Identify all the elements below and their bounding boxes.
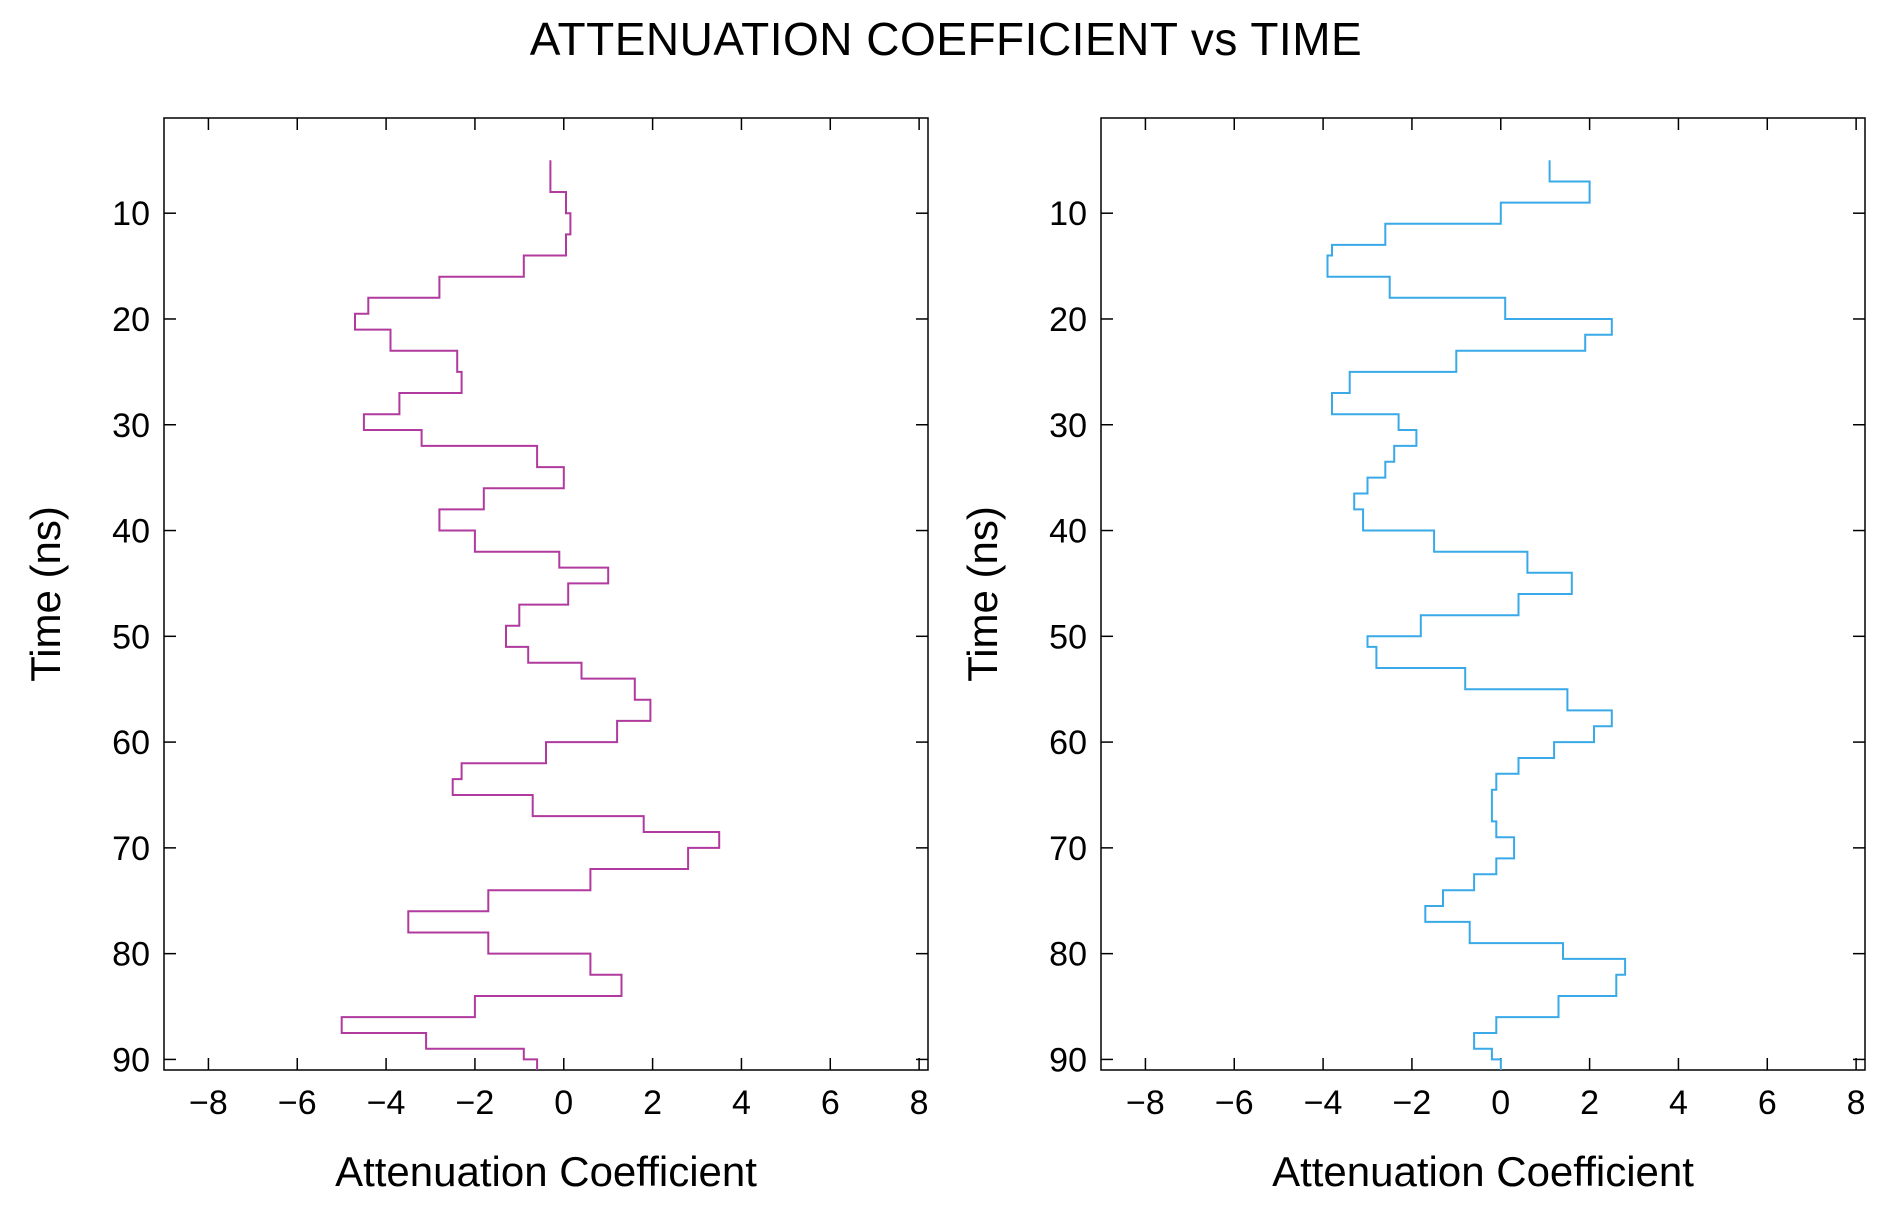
right-ytick-label: 60 (1049, 724, 1087, 762)
left-xtick-label: −8 (189, 1084, 228, 1122)
left-y-axis-label: Time (ns) (22, 506, 69, 682)
left-xtick-label: −4 (367, 1084, 406, 1122)
right-series-line (1326, 160, 1627, 1070)
right-xtick-label: −4 (1304, 1084, 1343, 1122)
right-ytick-label: 40 (1049, 513, 1087, 551)
left-x-axis-label: Attenuation Coefficient (335, 1148, 757, 1195)
left-ytick-label: 90 (112, 1041, 150, 1079)
left-ytick-label: 50 (112, 618, 150, 656)
left-plot-frame (163, 117, 929, 1071)
left-xtick-label: 4 (732, 1084, 751, 1122)
left-xtick-label: 0 (554, 1084, 573, 1122)
right-ytick-label: 50 (1049, 618, 1087, 656)
right-xtick-label: −6 (1215, 1084, 1254, 1122)
right-xtick-label: 6 (1758, 1084, 1777, 1122)
right-ytick-label: 20 (1049, 301, 1087, 339)
left-ytick-label: 10 (112, 195, 150, 233)
left-ytick-label: 60 (112, 724, 150, 762)
left-ytick-label: 70 (112, 830, 150, 868)
right-ytick-label: 30 (1049, 407, 1087, 445)
right-plot-frame (1100, 117, 1866, 1071)
left-ytick-label: 30 (112, 407, 150, 445)
right-xtick-label: 0 (1491, 1084, 1510, 1122)
left-xtick-label: −2 (456, 1084, 495, 1122)
left-series-line (340, 160, 721, 1070)
right-y-axis-label: Time (ns) (959, 506, 1006, 682)
left-ytick-label: 40 (112, 513, 150, 551)
figure-title: ATTENUATION COEFFICIENT vs TIME (529, 13, 1363, 65)
right-xtick-label: 8 (1847, 1084, 1866, 1122)
left-ytick-label: 80 (112, 936, 150, 974)
left-xtick-label: −6 (278, 1084, 317, 1122)
right-xtick-label: −8 (1126, 1084, 1165, 1122)
left-ytick-label: 20 (112, 301, 150, 339)
right-x-axis-label: Attenuation Coefficient (1272, 1148, 1694, 1195)
left-xtick-label: 8 (910, 1084, 929, 1122)
left-xtick-label: 2 (643, 1084, 662, 1122)
right-ytick-label: 10 (1049, 195, 1087, 233)
left-panel: −8 −6 −4 −2 0 2 4 6 8 10 20 30 40 50 60 70 80 90 Attenuati… (22, 117, 929, 1195)
right-panel: −8 −6 −4 −2 0 2 4 6 8 10 20 30 40 50 60 70 80 90 Attenuati… (959, 117, 1866, 1195)
right-ytick-label: 70 (1049, 830, 1087, 868)
right-xtick-label: 2 (1580, 1084, 1599, 1122)
right-xtick-label: −2 (1393, 1084, 1432, 1122)
right-ytick-label: 80 (1049, 936, 1087, 974)
left-xtick-label: 6 (821, 1084, 840, 1122)
right-ytick-label: 90 (1049, 1041, 1087, 1079)
right-xtick-label: 4 (1669, 1084, 1688, 1122)
